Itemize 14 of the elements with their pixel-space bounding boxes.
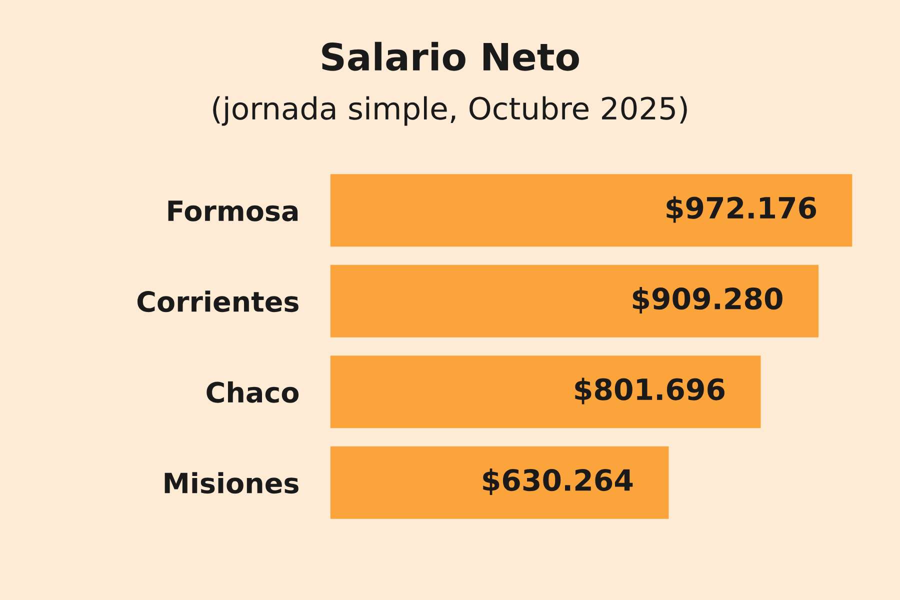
bar bbox=[330, 174, 852, 247]
y-tick-label: Corrientes bbox=[137, 290, 298, 312]
data-label: $630.264 bbox=[483, 468, 633, 495]
data-label: $972.176 bbox=[666, 196, 816, 223]
y-tick-label: Formosa bbox=[168, 200, 298, 222]
bar bbox=[330, 264, 819, 338]
data-label: $801.696 bbox=[575, 378, 724, 404]
chart-title: Salario Neto bbox=[322, 42, 579, 71]
data-label: $909.280 bbox=[632, 287, 782, 314]
bar bbox=[330, 356, 761, 428]
chart-subtitle: (jornada simple, Octubre 2025) bbox=[213, 96, 687, 126]
y-tick-label: Misiones bbox=[164, 472, 298, 494]
y-tick-label: Chaco bbox=[206, 381, 299, 403]
bar bbox=[330, 446, 669, 519]
